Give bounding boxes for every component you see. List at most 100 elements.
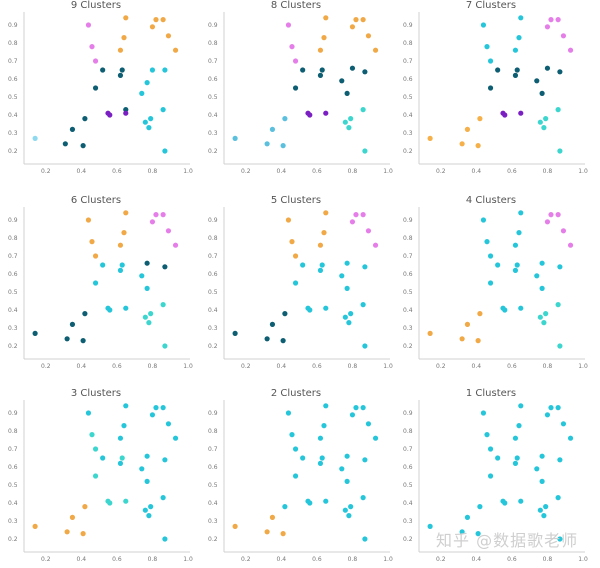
data-point xyxy=(539,90,545,96)
data-point xyxy=(269,126,276,132)
data-point xyxy=(484,44,490,50)
data-point xyxy=(89,432,95,438)
data-point xyxy=(269,321,276,327)
data-point xyxy=(516,35,522,41)
data-point xyxy=(292,280,299,286)
data-point xyxy=(32,523,38,529)
data-point xyxy=(123,498,129,504)
data-point xyxy=(153,17,159,23)
data-point xyxy=(518,110,524,116)
data-point xyxy=(321,230,327,236)
data-point xyxy=(495,262,501,268)
data-point xyxy=(160,495,166,501)
data-point xyxy=(518,403,524,409)
data-point xyxy=(514,455,520,461)
x-tick-label: 0.8 xyxy=(348,556,358,563)
scatter-panel: 5 Clusters 0.2 0.3 0.4 0.5 0.6 0.7 0.8 0.9 0.2 0.4… xyxy=(200,195,393,375)
y-tick-label: 0.3 xyxy=(403,130,413,137)
data-point xyxy=(555,107,561,113)
x-tick-label: 0.6 xyxy=(507,363,517,370)
data-point xyxy=(484,239,490,245)
data-point xyxy=(487,253,494,259)
data-point xyxy=(543,116,549,122)
data-point xyxy=(502,112,508,118)
data-point xyxy=(342,119,348,125)
data-point xyxy=(146,320,152,326)
data-point xyxy=(557,457,563,463)
data-point xyxy=(119,455,125,461)
y-tick-label: 0.7 xyxy=(403,446,413,453)
data-point xyxy=(349,219,356,225)
data-point xyxy=(162,457,168,463)
data-point xyxy=(153,212,159,218)
data-point xyxy=(317,267,324,273)
data-point xyxy=(92,473,99,479)
data-point xyxy=(89,239,95,245)
x-tick-label: 1.0 xyxy=(183,556,193,563)
x-tick-label: 0.8 xyxy=(348,363,358,370)
panel-title: 3 Clusters xyxy=(70,388,122,399)
data-point xyxy=(495,67,501,73)
data-point xyxy=(117,460,124,466)
y-tick-label: 0.4 xyxy=(403,112,413,119)
x-tick-label: 0.4 xyxy=(472,168,482,175)
data-point xyxy=(353,212,359,218)
data-point xyxy=(69,126,76,132)
data-point xyxy=(537,507,543,513)
data-point xyxy=(555,17,561,23)
data-point xyxy=(555,302,561,308)
data-point xyxy=(544,24,551,30)
y-tick-label: 0.2 xyxy=(8,536,18,543)
data-point xyxy=(539,260,545,266)
data-point xyxy=(323,305,329,311)
data-point xyxy=(92,253,99,259)
data-point xyxy=(555,212,561,218)
data-point xyxy=(541,320,547,326)
data-point xyxy=(487,446,494,452)
data-point xyxy=(144,285,150,291)
y-tick-label: 0.5 xyxy=(208,482,218,489)
y-tick-label: 0.7 xyxy=(8,253,18,260)
data-point xyxy=(339,273,345,279)
y-tick-label: 0.4 xyxy=(403,307,413,314)
y-tick-label: 0.7 xyxy=(8,446,18,453)
data-point xyxy=(360,302,366,308)
y-tick-label: 0.8 xyxy=(403,428,413,435)
y-tick-label: 0.3 xyxy=(8,130,18,137)
x-tick-label: 0.4 xyxy=(472,556,482,563)
y-tick-label: 0.4 xyxy=(208,307,218,314)
x-tick-label: 0.2 xyxy=(436,363,446,370)
data-point xyxy=(307,500,313,506)
x-tick-label: 1.0 xyxy=(383,363,393,370)
data-point xyxy=(142,507,148,513)
data-point xyxy=(502,307,508,313)
data-point xyxy=(117,435,124,441)
data-point xyxy=(82,504,88,510)
data-point xyxy=(80,531,86,537)
scatter-plot: 0.2 0.3 0.4 0.5 0.6 0.7 0.8 0.9 0.2 0.4 0.6 0.8 1.0 xyxy=(208,12,393,175)
data-point xyxy=(537,314,543,320)
data-point xyxy=(292,446,299,452)
data-point xyxy=(360,107,366,113)
data-point xyxy=(146,125,152,131)
x-tick-label: 0.4 xyxy=(277,363,287,370)
data-point xyxy=(339,466,345,472)
y-tick-label: 0.6 xyxy=(208,271,218,278)
data-point xyxy=(285,410,292,416)
x-tick-label: 0.4 xyxy=(77,556,87,563)
x-tick-label: 0.6 xyxy=(507,556,517,563)
y-tick-label: 0.7 xyxy=(208,58,218,65)
data-point xyxy=(346,513,352,519)
y-tick-label: 0.9 xyxy=(403,217,413,224)
data-point xyxy=(518,498,524,504)
y-tick-label: 0.9 xyxy=(8,22,18,29)
data-point xyxy=(362,148,368,154)
data-point xyxy=(32,135,38,141)
data-point xyxy=(317,460,324,466)
y-tick-label: 0.6 xyxy=(8,76,18,83)
y-tick-label: 0.5 xyxy=(8,94,18,101)
data-point xyxy=(292,473,299,479)
data-point xyxy=(144,80,150,86)
data-point xyxy=(459,141,465,147)
data-point xyxy=(119,262,125,268)
